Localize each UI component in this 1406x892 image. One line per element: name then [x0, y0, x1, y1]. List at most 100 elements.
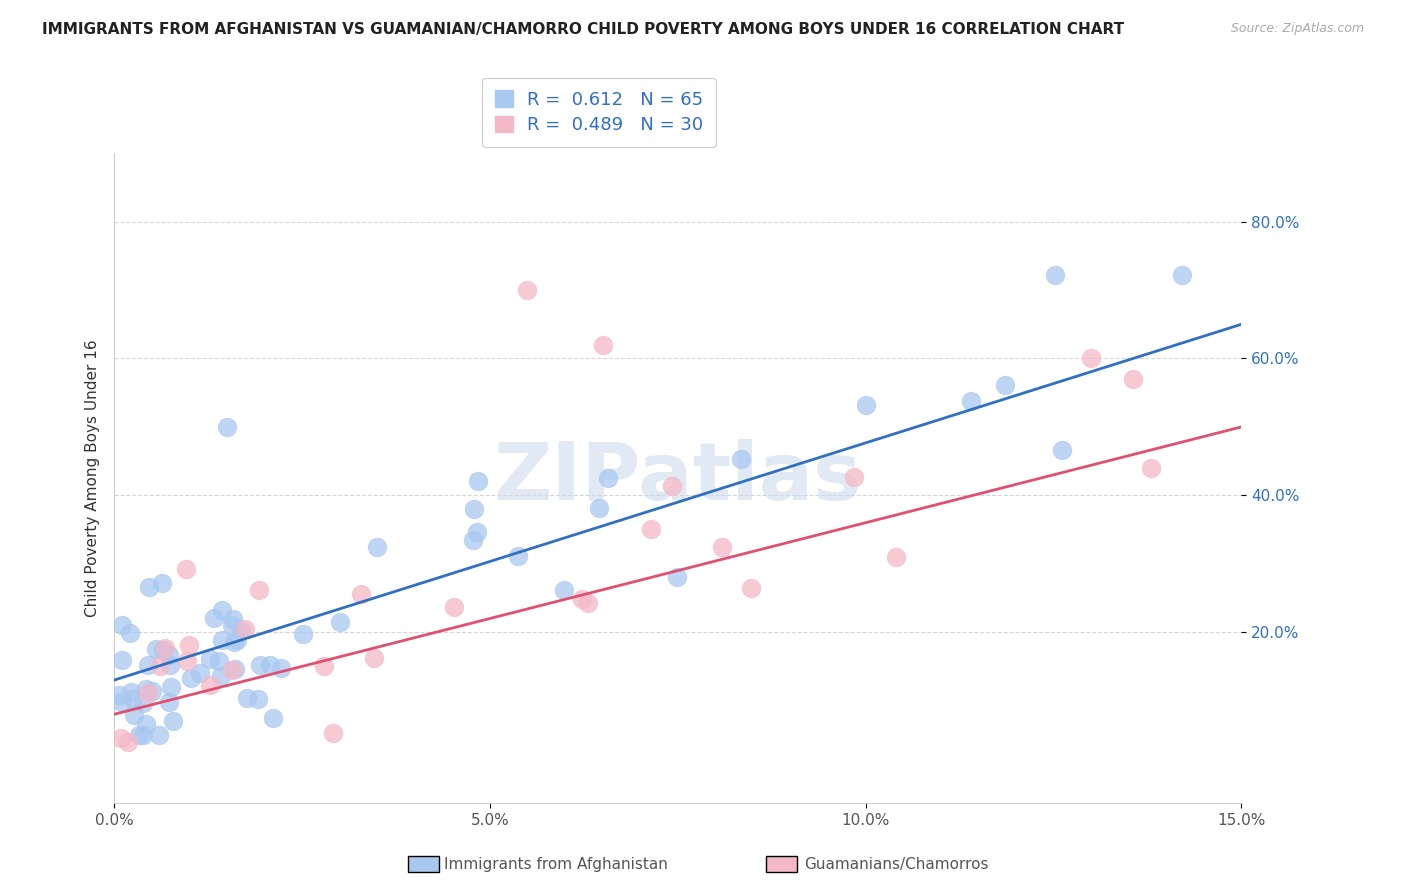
Point [1080, 351, 1102, 366]
Point [157, 695, 180, 709]
Point [198, 652, 221, 666]
Point [226, 633, 249, 648]
Point [153, 640, 176, 655]
Point [291, 627, 314, 641]
Point [710, 541, 733, 555]
Point [1171, 268, 1194, 282]
Point [960, 393, 983, 408]
Legend: R =  0.612   N = 65, R =  0.489   N = 30: R = 0.612 N = 65, R = 0.489 N = 30 [482, 78, 716, 147]
Text: Guamanians/Chamorros: Guamanians/Chamorros [804, 857, 988, 871]
Text: Source: ZipAtlas.com: Source: ZipAtlas.com [1230, 22, 1364, 36]
Point [222, 612, 245, 626]
Point [247, 582, 270, 597]
Point [111, 618, 134, 632]
Point [1122, 371, 1144, 385]
Point [128, 728, 150, 742]
Point [204, 611, 226, 625]
Point [233, 622, 256, 636]
Point [148, 728, 170, 742]
Point [176, 654, 198, 668]
Point [249, 658, 271, 673]
Point [136, 685, 159, 699]
Point [138, 580, 160, 594]
Point [465, 525, 488, 540]
Point [467, 475, 489, 489]
Point [350, 587, 373, 601]
Point [884, 550, 907, 565]
Point [174, 562, 197, 576]
Point [740, 582, 762, 596]
Point [262, 711, 284, 725]
Point [110, 731, 132, 746]
Point [118, 626, 141, 640]
Point [157, 648, 180, 663]
Point [221, 663, 243, 677]
Point [592, 338, 614, 352]
Point [141, 683, 163, 698]
Point [117, 734, 139, 748]
Point [259, 657, 281, 672]
Point [111, 696, 134, 710]
Point [231, 623, 253, 637]
Point [135, 681, 157, 696]
Point [270, 661, 292, 675]
Y-axis label: Child Poverty Among Boys Under 16: Child Poverty Among Boys Under 16 [86, 340, 100, 617]
Point [461, 533, 484, 547]
Point [152, 643, 174, 657]
Point [661, 479, 683, 493]
Point [208, 654, 231, 668]
Text: Immigrants from Afghanistan: Immigrants from Afghanistan [444, 857, 668, 871]
Point [136, 658, 159, 673]
Point [149, 658, 172, 673]
Point [160, 681, 183, 695]
Point [366, 540, 388, 554]
Point [571, 591, 593, 606]
Point [640, 522, 662, 536]
Point [180, 671, 202, 685]
Point [312, 659, 335, 673]
Text: IMMIGRANTS FROM AFGHANISTAN VS GUAMANIAN/CHAMORRO CHILD POVERTY AMONG BOYS UNDER: IMMIGRANTS FROM AFGHANISTAN VS GUAMANIAN… [42, 22, 1125, 37]
Point [665, 570, 688, 584]
Point [120, 685, 142, 699]
Point [463, 501, 485, 516]
Point [122, 708, 145, 723]
Point [1045, 268, 1067, 282]
Text: ZIPatlas: ZIPatlas [494, 439, 862, 517]
Point [578, 596, 600, 610]
Point [211, 632, 233, 647]
Point [190, 666, 212, 681]
Point [855, 398, 877, 412]
Point [150, 575, 173, 590]
Point [443, 599, 465, 614]
Point [222, 634, 245, 648]
Point [122, 691, 145, 706]
Point [363, 651, 385, 665]
Point [211, 603, 233, 617]
Point [1050, 443, 1073, 458]
Point [329, 615, 352, 629]
Point [135, 716, 157, 731]
Point [322, 726, 344, 740]
Point [215, 420, 238, 434]
Point [842, 470, 865, 484]
Point [198, 678, 221, 692]
Point [177, 638, 200, 652]
Point [145, 641, 167, 656]
Point [221, 618, 243, 632]
Point [131, 697, 153, 711]
Point [1140, 460, 1163, 475]
Point [598, 471, 620, 485]
Point [132, 728, 155, 742]
Point [224, 662, 246, 676]
Point [730, 451, 752, 466]
Point [247, 691, 270, 706]
Point [162, 714, 184, 728]
Point [108, 688, 131, 702]
Point [553, 582, 575, 597]
Point [159, 658, 181, 673]
Point [209, 669, 232, 683]
Point [508, 549, 530, 564]
Point [111, 653, 134, 667]
Point [516, 283, 538, 297]
Point [588, 501, 610, 516]
